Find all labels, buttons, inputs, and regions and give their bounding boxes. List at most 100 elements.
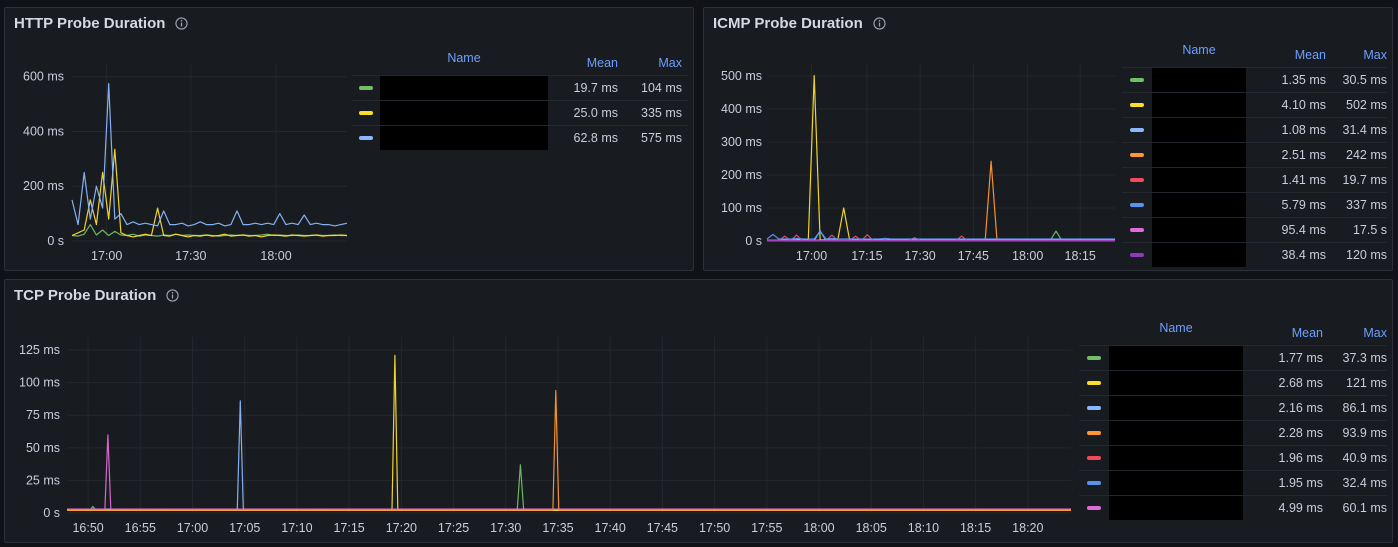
series-color-swatch (1087, 481, 1101, 485)
icmp-chart[interactable]: 500 ms 400 ms 300 ms 200 ms 100 ms 0 s 17:00 17… (704, 58, 1119, 273)
series-color-swatch (1087, 431, 1101, 435)
legend-row[interactable]: 1.95 ms 32.4 ms (1079, 470, 1387, 495)
legend-row[interactable]: 5.79 ms 337 ms (1122, 192, 1387, 217)
legend-row[interactable]: 2.28 ms 93.9 ms (1079, 420, 1387, 445)
legend-mean: 4.99 ms (1278, 501, 1323, 515)
legend-max: 335 ms (641, 106, 682, 120)
legend-row[interactable]: 2.68 ms 121 ms (1079, 370, 1387, 395)
legend-row[interactable]: 38.4 ms 120 ms (1122, 242, 1387, 267)
legend-row[interactable]: 2.16 ms 86.1 ms (1079, 395, 1387, 420)
legend-series-name-redacted (1152, 68, 1246, 92)
legend-swatch-cell (1079, 381, 1109, 385)
x-tick-label: 17:45 (958, 249, 989, 263)
series-line (66, 464, 1071, 511)
legend-header-name[interactable]: Name (447, 51, 481, 65)
legend-header-mean[interactable]: Mean (1294, 48, 1326, 62)
legend-row[interactable]: 4.10 ms 502 ms (1122, 92, 1387, 117)
legend-row[interactable]: 25.0 ms 335 ms (352, 100, 688, 125)
legend-swatch-cell (1079, 481, 1109, 485)
legend-mean: 5.79 ms (1281, 198, 1326, 212)
series-color-swatch (359, 86, 373, 90)
series-color-swatch (1130, 203, 1144, 207)
panel-title[interactable]: TCP Probe Duration (14, 287, 179, 304)
legend-header-name[interactable]: Name (1182, 43, 1216, 57)
series-color-swatch (359, 111, 373, 115)
legend-mean: 38.4 ms (1281, 248, 1326, 262)
legend-row[interactable]: 95.4 ms 17.5 s (1122, 217, 1387, 242)
y-tick-label: 200 ms (23, 179, 64, 193)
legend-header-max[interactable]: Max (1363, 326, 1387, 340)
panel-title-text: TCP Probe Duration (14, 287, 157, 304)
legend-mean: 2.51 ms (1281, 148, 1326, 162)
series-line (67, 400, 1071, 510)
info-icon[interactable] (175, 17, 189, 30)
y-tick-label: 25 ms (26, 473, 60, 487)
legend-max: 502 ms (1346, 98, 1387, 112)
legend-mean: 25.0 ms (573, 106, 618, 120)
legend-row[interactable]: 1.35 ms 30.5 ms (1122, 67, 1387, 92)
legend-row[interactable]: 19.7 ms 104 ms (352, 75, 688, 100)
panel-title[interactable]: ICMP Probe Duration (713, 15, 886, 32)
legend-max: 93.9 ms (1342, 426, 1387, 440)
legend-header-mean[interactable]: Mean (586, 56, 618, 70)
legend-mean: 4.10 ms (1281, 98, 1326, 112)
legend-row[interactable]: 1.77 ms 37.3 ms (1079, 345, 1387, 370)
legend-row[interactable]: 1.41 ms 19.7 ms (1122, 167, 1387, 192)
legend-max: 31.4 ms (1342, 123, 1387, 137)
legend-mean: 62.8 ms (573, 131, 618, 145)
info-icon[interactable] (166, 289, 179, 302)
info-icon[interactable] (873, 17, 886, 30)
legend-row[interactable]: 4.99 ms 60.1 ms (1079, 495, 1387, 520)
legend-swatch-cell (1079, 506, 1109, 510)
legend-max: 120 ms (1346, 248, 1387, 262)
legend-max: 37.3 ms (1342, 351, 1387, 365)
legend-swatch-cell (1122, 203, 1152, 207)
legend-header: Name Mean Max (1079, 321, 1387, 345)
x-tick-label: 17:40 (595, 521, 626, 535)
legend-swatch-cell (1079, 456, 1109, 460)
legend-header-mean[interactable]: Mean (1291, 326, 1323, 340)
legend-header-max[interactable]: Max (1363, 48, 1387, 62)
legend-max: 30.5 ms (1342, 73, 1387, 87)
panel-title[interactable]: HTTP Probe Duration (14, 15, 189, 32)
legend-max: 32.4 ms (1342, 476, 1387, 490)
legend-series-name-redacted (1152, 243, 1246, 267)
legend-swatch-cell (1122, 178, 1152, 182)
series-color-swatch (1130, 178, 1144, 182)
legend-series-name-redacted (1152, 118, 1246, 142)
legend-swatch-cell (1122, 78, 1152, 82)
legend-max: 104 ms (641, 81, 682, 95)
legend-series-name-redacted (1109, 471, 1243, 495)
legend-swatch-cell (1079, 356, 1109, 360)
series-color-swatch (1087, 406, 1101, 410)
x-tick-label: 18:00 (1012, 249, 1043, 263)
x-tick-label: 18:00 (260, 249, 291, 263)
legend-header: Name Mean Max (1122, 43, 1387, 67)
tcp-chart[interactable]: 125 ms 100 ms 75 ms 50 ms 25 ms 0 s 16:50 16:55… (5, 332, 1075, 544)
series-line (71, 224, 347, 237)
series-color-swatch (1130, 103, 1144, 107)
legend-series-name-redacted (1109, 346, 1243, 370)
panel-title-text: HTTP Probe Duration (14, 15, 166, 32)
x-tick-label: 17:35 (542, 521, 573, 535)
series-line (767, 74, 1116, 241)
series-color-swatch (1130, 78, 1144, 82)
x-tick-label: 18:15 (1065, 249, 1096, 263)
series-line (71, 148, 348, 238)
icmp-legend: Name Mean Max 1.35 ms 30.5 ms 4.10 ms 502 ms 1.… (1122, 43, 1387, 267)
icmp-probe-panel: ICMP Probe Duration 500 ms 400 ms 300 ms 20… (703, 7, 1393, 271)
legend-series-name-redacted (1109, 446, 1243, 470)
tcp-legend: Name Mean Max 1.77 ms 37.3 ms 2.68 ms 121 ms 2.… (1079, 321, 1387, 520)
legend-row[interactable]: 62.8 ms 575 ms (352, 125, 688, 150)
http-chart[interactable]: 600 ms 400 ms 200 ms 0 s 17:00 17:30 18:00 (5, 58, 350, 273)
legend-series-name-redacted (380, 76, 548, 100)
y-tick-label: 50 ms (26, 441, 60, 455)
legend-header-max[interactable]: Max (658, 56, 682, 70)
legend-row[interactable]: 1.08 ms 31.4 ms (1122, 117, 1387, 142)
legend-row[interactable]: 1.96 ms 40.9 ms (1079, 445, 1387, 470)
x-tick-label: 17:00 (177, 521, 208, 535)
y-tick-label: 0 s (47, 234, 64, 248)
legend-header-name[interactable]: Name (1159, 321, 1193, 335)
legend-row[interactable]: 2.51 ms 242 ms (1122, 142, 1387, 167)
x-tick-label: 17:30 (490, 521, 521, 535)
